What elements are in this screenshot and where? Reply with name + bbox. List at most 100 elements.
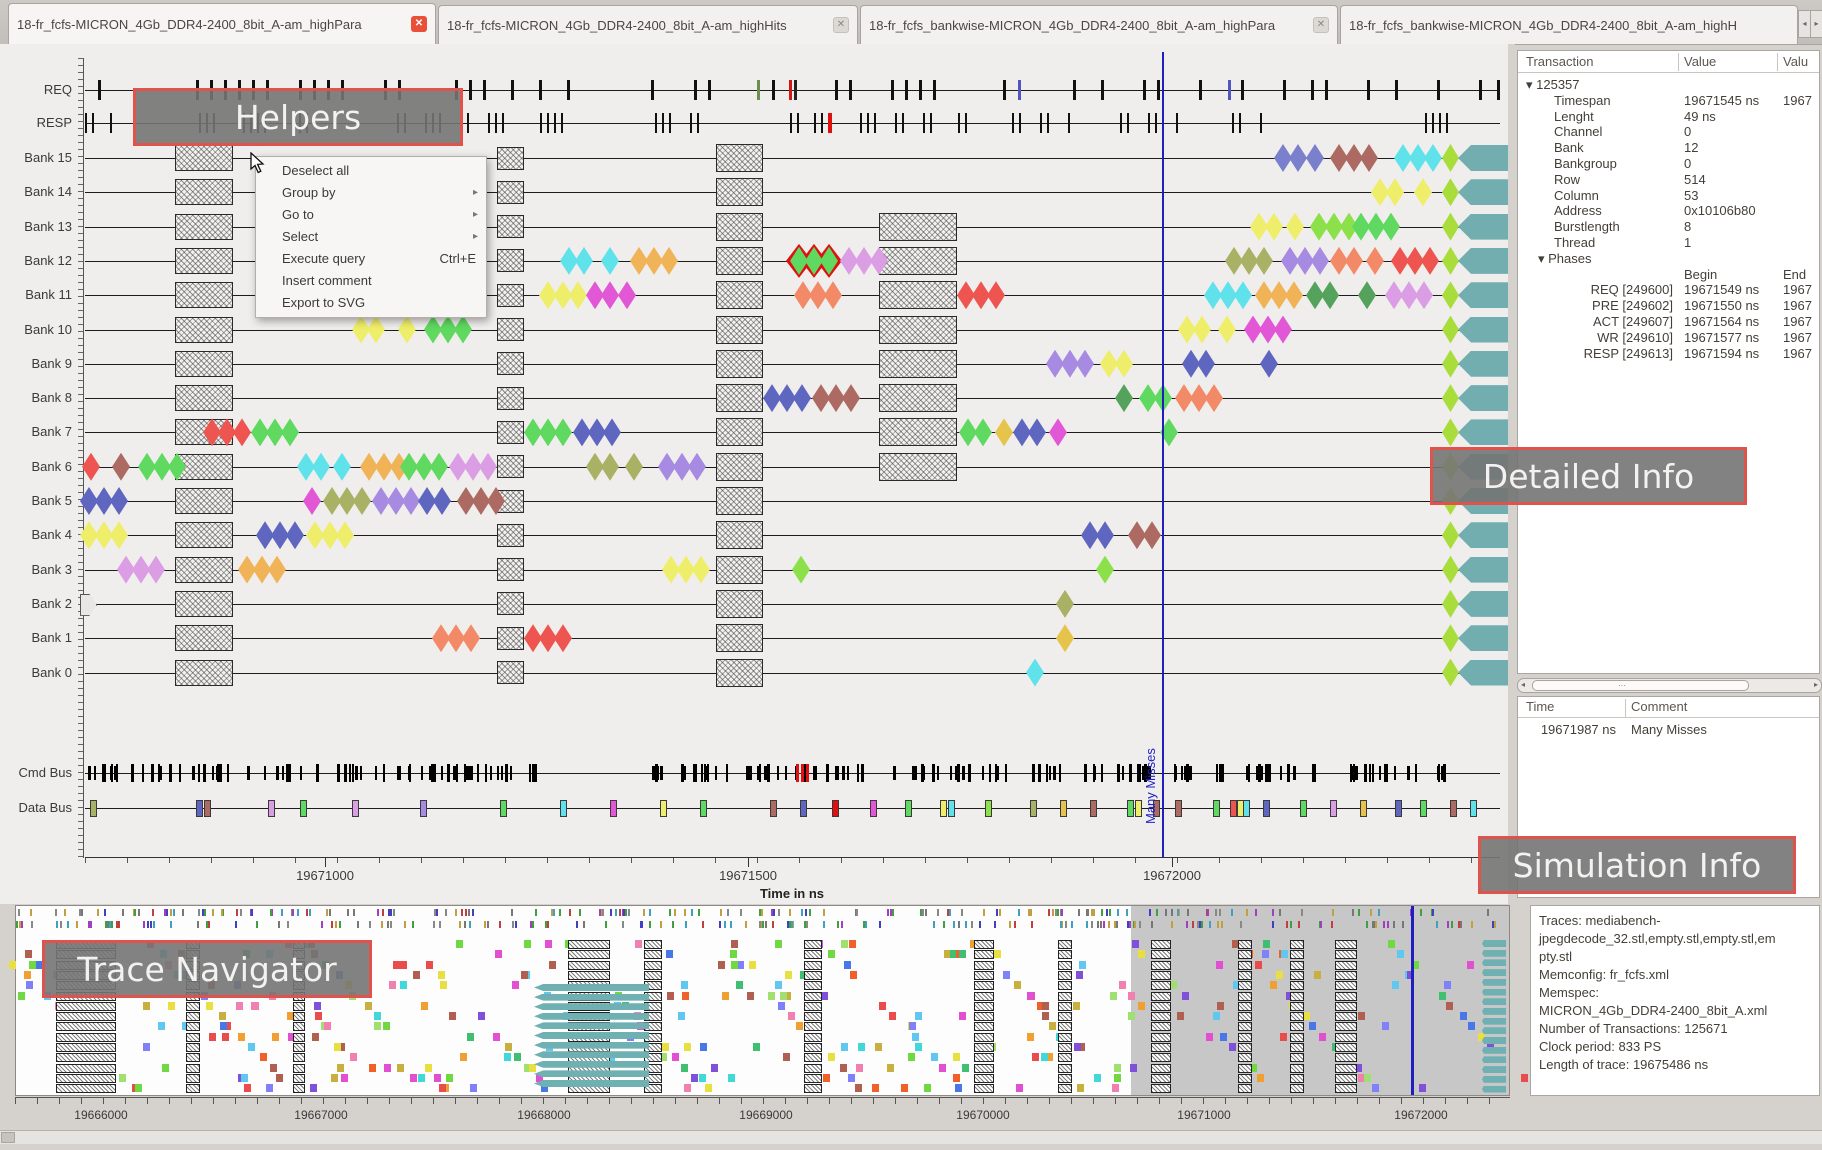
continuation-arrow-icon[interactable] [1458, 213, 1508, 240]
continuation-arrow-icon[interactable] [1458, 350, 1508, 377]
continuation-arrow-icon[interactable] [1458, 556, 1508, 583]
hatch-block[interactable] [716, 349, 763, 378]
end-diamond[interactable] [1442, 624, 1459, 653]
transaction-diamond[interactable] [1330, 144, 1348, 172]
scroll-left-icon[interactable]: ◂ [1521, 680, 1526, 689]
transaction-diamond[interactable] [110, 487, 128, 515]
transaction-diamond[interactable] [117, 555, 135, 584]
transaction-diamond[interactable] [312, 452, 330, 481]
transaction-diamond[interactable] [398, 315, 416, 344]
transaction-diamond[interactable] [1391, 246, 1409, 275]
transaction-diamond[interactable] [95, 521, 113, 550]
hatch-block[interactable] [497, 386, 524, 410]
transaction-diamond[interactable] [1056, 589, 1074, 618]
scroll-right-icon[interactable]: ▸ [1813, 680, 1818, 689]
transaction-diamond[interactable] [1385, 281, 1403, 310]
transaction-diamond[interactable] [80, 487, 98, 515]
transaction-diamond[interactable] [1259, 315, 1277, 344]
hatch-block[interactable] [716, 521, 763, 550]
transaction-diamond[interactable] [1240, 246, 1258, 275]
end-diamond[interactable] [1442, 281, 1459, 310]
hatch-block[interactable] [497, 455, 524, 479]
menu-item-group-by[interactable]: Group by ▸ [256, 182, 486, 204]
transaction-diamond[interactable] [630, 246, 648, 275]
transaction-diamond[interactable] [256, 521, 274, 550]
transaction-diamond[interactable] [432, 624, 450, 653]
hatch-block[interactable] [175, 179, 233, 206]
transaction-diamond[interactable] [462, 624, 480, 653]
continuation-arrow-icon[interactable] [1458, 625, 1508, 652]
tree-phase-row[interactable]: ACT [249607] 19671564 ns 1967 [1518, 314, 1819, 330]
transaction-diamond[interactable] [464, 452, 482, 481]
transaction-diamond[interactable] [1218, 315, 1236, 344]
hatch-block[interactable] [879, 246, 957, 275]
transaction-diamond[interactable] [539, 624, 557, 653]
tree-phase-row[interactable]: WR [249610] 19671577 ns 1967 [1518, 330, 1819, 346]
tree-phases-row[interactable]: ▾ Phases [1518, 251, 1819, 267]
transaction-diamond[interactable] [132, 555, 150, 584]
continuation-arrow-icon[interactable] [1458, 659, 1508, 686]
transaction-diamond[interactable] [303, 487, 321, 515]
hatch-block[interactable] [497, 249, 524, 273]
transaction-diamond[interactable] [1205, 384, 1223, 413]
hatch-block[interactable] [879, 452, 957, 481]
tree-field-row[interactable]: Row 514 [1518, 172, 1819, 188]
hatch-block[interactable] [175, 453, 233, 480]
transaction-diamond[interactable] [1115, 384, 1133, 413]
transaction-diamond[interactable] [375, 452, 393, 481]
hatch-block[interactable] [716, 246, 763, 275]
tree-field-row[interactable]: Address 0x10106b80 [1518, 203, 1819, 219]
transaction-diamond[interactable] [1096, 555, 1114, 584]
transaction-diamond[interactable] [203, 418, 221, 447]
continuation-arrow-icon[interactable] [1458, 419, 1508, 446]
transaction-diamond[interactable] [1424, 144, 1442, 172]
end-diamond[interactable] [1442, 212, 1459, 241]
transaction-diamond[interactable] [1143, 521, 1161, 550]
transaction-diamond[interactable] [569, 281, 587, 310]
menu-item-export-to-svg[interactable]: Export to SVG [282, 295, 366, 310]
transaction-diamond[interactable] [1289, 144, 1307, 172]
transaction-diamond[interactable] [792, 555, 810, 584]
transaction-diamond[interactable] [251, 418, 269, 447]
transaction-diamond[interactable] [1178, 315, 1196, 344]
transaction-diamond[interactable] [1026, 658, 1044, 687]
transaction-diamond[interactable] [688, 452, 706, 481]
transaction-diamond[interactable] [524, 624, 542, 653]
tab-close-icon[interactable]: ✕ [1313, 17, 1329, 33]
transaction-diamond[interactable] [1049, 418, 1067, 447]
transaction-diamond[interactable] [1081, 521, 1099, 550]
bottom-scrollbar-thumb[interactable] [1, 1132, 15, 1143]
continuation-arrow-icon[interactable] [1458, 385, 1508, 412]
hatch-block[interactable] [497, 352, 524, 376]
transaction-diamond[interactable] [575, 246, 593, 275]
transaction-diamond[interactable] [1255, 281, 1273, 310]
transaction-diamond[interactable] [1285, 281, 1303, 310]
transaction-diamond[interactable] [487, 487, 505, 515]
tree-field-row[interactable]: Bank 12 [1518, 140, 1819, 156]
hatch-block[interactable] [879, 384, 957, 413]
tree-horizontal-scrollbar[interactable]: ◂ ⋯ ▸ [1517, 678, 1822, 693]
column-header-transaction[interactable]: Transaction [1526, 54, 1594, 69]
hatch-block[interactable] [175, 556, 233, 583]
transaction-diamond[interactable] [1234, 281, 1252, 310]
continuation-arrow-icon[interactable] [1458, 145, 1508, 171]
transaction-diamond[interactable] [842, 384, 860, 413]
hatch-block[interactable] [497, 318, 524, 341]
transaction-diamond[interactable] [472, 487, 490, 515]
tree-field-row[interactable]: Thread 1 [1518, 235, 1819, 251]
hatch-block[interactable] [716, 452, 763, 481]
tab-1[interactable]: 18-fr_fcfs-MICRON_4Gb_DDR4-2400_8bit_A-a… [438, 5, 858, 44]
end-diamond[interactable] [1442, 521, 1459, 550]
transaction-diamond[interactable] [457, 487, 475, 515]
tree-field-row[interactable]: Bankgroup 0 [1518, 156, 1819, 172]
menu-item-select[interactable]: Select ▸ [256, 226, 486, 248]
transaction-diamond[interactable] [1330, 246, 1348, 275]
transaction-diamond[interactable] [1360, 144, 1378, 172]
transaction-diamond[interactable] [1046, 349, 1064, 378]
transaction-diamond[interactable] [1100, 349, 1118, 378]
hatch-block[interactable] [716, 144, 763, 172]
transaction-diamond[interactable] [1274, 315, 1292, 344]
transaction-diamond[interactable] [673, 452, 691, 481]
hatch-block[interactable] [497, 626, 524, 650]
transaction-diamond[interactable] [1255, 246, 1273, 275]
